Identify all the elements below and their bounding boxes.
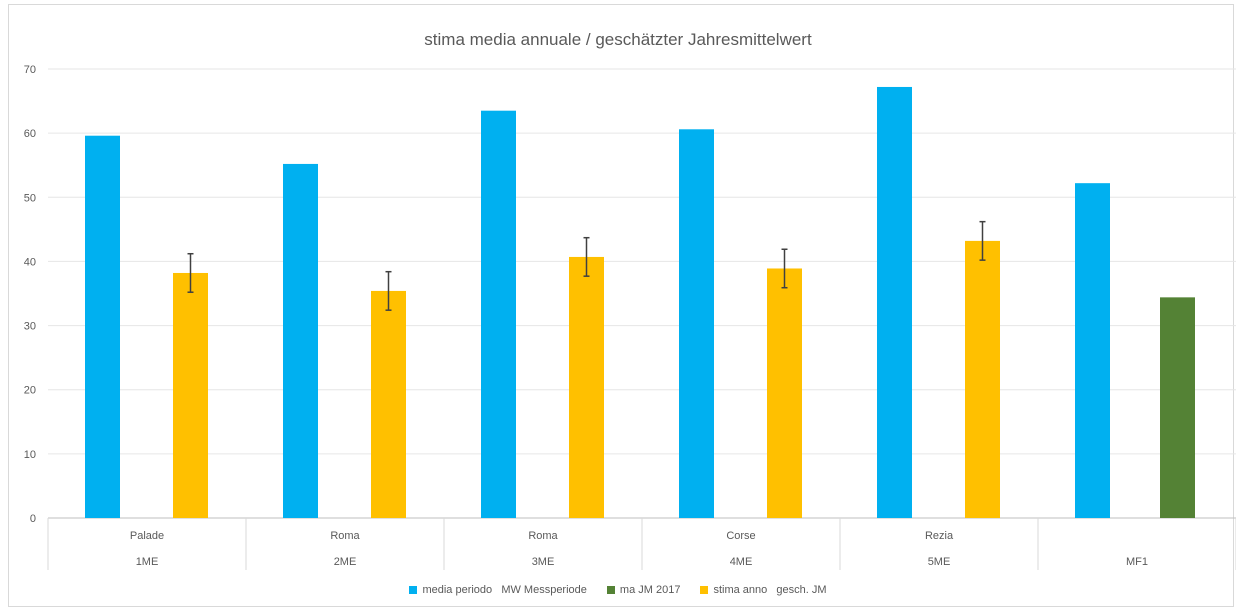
category-group-label: 3ME <box>532 556 555 568</box>
legend-swatch <box>409 586 418 594</box>
legend-item: media periodo MW Messperiode <box>409 584 587 596</box>
legend-label: stima anno gesch. JM <box>713 584 827 596</box>
category-label: Palade <box>130 530 164 542</box>
y-tick-label: 40 <box>24 256 36 268</box>
y-tick-label: 20 <box>24 385 36 397</box>
y-tick-label: 30 <box>24 321 36 333</box>
category-label: Rezia <box>925 530 954 542</box>
bar-stima-anno <box>173 272 208 518</box>
category-group-label: MF1 <box>1126 556 1148 568</box>
bar-media-periodo <box>85 135 120 519</box>
chart-legend: media periodo MW Messperiode ma JM 2017 st… <box>0 584 1236 596</box>
y-tick-label: 10 <box>24 449 36 461</box>
legend-label: media periodo MW Messperiode <box>422 584 587 596</box>
category-label: Roma <box>528 530 558 542</box>
category-group-label: 2ME <box>334 556 357 568</box>
legend-item: ma JM 2017 <box>606 584 681 596</box>
bar-media-periodo <box>679 129 714 518</box>
y-tick-label: 0 <box>30 513 36 525</box>
bar-media-periodo <box>283 163 318 518</box>
legend-item: stima anno gesch. JM <box>700 584 827 596</box>
bar-stima-anno <box>569 256 604 518</box>
category-group-label: 1ME <box>136 556 159 568</box>
y-tick-label: 70 <box>24 64 36 76</box>
bar-ma-jm-2017 <box>1160 297 1195 518</box>
bar-stima-anno <box>767 268 802 518</box>
legend-label: ma JM 2017 <box>619 584 681 596</box>
chart-frame <box>8 4 1234 607</box>
legend-swatch <box>606 586 615 594</box>
y-tick-label: 50 <box>24 192 36 204</box>
legend-swatch <box>700 586 709 594</box>
bar-media-periodo <box>481 110 516 518</box>
chart-title: stima media annuale / geschätzter Jahres… <box>424 30 812 49</box>
bar-stima-anno <box>965 240 1000 518</box>
y-tick-label: 60 <box>24 128 36 140</box>
category-group-label: 4ME <box>730 556 753 568</box>
bar-stima-anno <box>371 290 406 518</box>
category-label: Corse <box>726 530 755 542</box>
category-label: Roma <box>330 530 360 542</box>
bar-media-periodo <box>1075 183 1110 518</box>
bar-media-periodo <box>877 86 912 519</box>
category-group-label: 5ME <box>928 556 951 568</box>
